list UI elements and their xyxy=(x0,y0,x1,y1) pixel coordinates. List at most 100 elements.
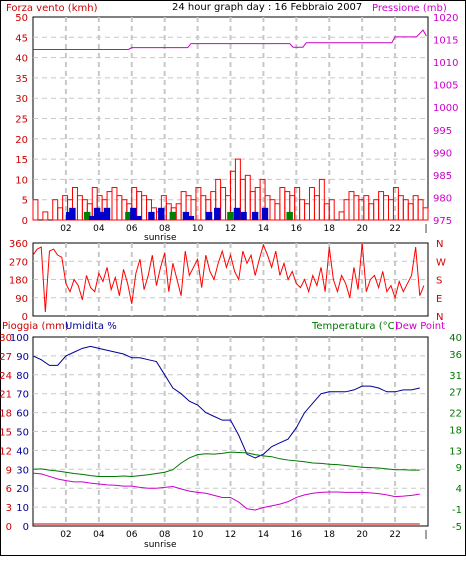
wind-gust-bar xyxy=(169,211,177,220)
dewpoint-axis-label: Dew Point xyxy=(395,321,445,332)
rain-ytick-label: 18 xyxy=(0,409,12,420)
wind-gust-bar xyxy=(233,207,241,220)
humidity-ytick-label: 0 xyxy=(23,522,29,533)
rain-ytick-label: 30 xyxy=(0,333,12,344)
page-title: 24 hour graph day : 16 Febbraio 2007 xyxy=(172,2,362,13)
dewpoint-line xyxy=(32,472,420,511)
wind-ytick-label: 20 xyxy=(15,135,28,146)
wind-gust-bar xyxy=(84,211,91,220)
humidity-ytick-label: 90 xyxy=(16,352,29,363)
wind-ytick-label: 40 xyxy=(15,54,28,65)
temperature-ytick-label: 36 xyxy=(449,350,462,361)
temperature-line xyxy=(32,451,420,477)
compass-label: N xyxy=(436,312,443,323)
temperature-ytick-label: 18 xyxy=(449,425,462,436)
pressure-ytick-label: 995 xyxy=(433,126,452,137)
wind-gust-bar xyxy=(205,211,213,220)
pressure-ytick-label: 1000 xyxy=(433,103,458,114)
wind-speed-bar xyxy=(42,211,49,221)
wind-gust-bar xyxy=(240,211,247,220)
wind-pressure-grid xyxy=(33,17,428,220)
wind-pressure-xtick-label: 02 xyxy=(60,224,71,234)
pressure-ytick-label: 1010 xyxy=(433,58,458,69)
wind-gust-bar xyxy=(227,211,234,220)
wind-gust-bar xyxy=(148,211,155,220)
direction-ytick-label: 270 xyxy=(9,257,28,268)
wind-gust-bar xyxy=(93,207,101,220)
pressure-ytick-label: 975 xyxy=(433,216,452,227)
climate-series xyxy=(32,345,420,525)
temperature-ytick-label: 27 xyxy=(449,388,462,399)
climate-xtick-label: 22 xyxy=(389,530,400,540)
temperature-ytick-label: -5 xyxy=(452,522,462,533)
rain-ytick-label: 27 xyxy=(0,352,12,363)
temperature-ytick-label: 31 xyxy=(449,371,462,382)
wind-axis-label: Forza vento (kmh) xyxy=(6,3,98,14)
wind-gust-bar xyxy=(214,207,221,220)
wind-pressure-xtick-label: 22 xyxy=(389,224,400,234)
pressure-ytick-label: 980 xyxy=(433,193,452,204)
rain-ytick-label: 3 xyxy=(6,503,12,514)
climate-xtick-label: 08 xyxy=(159,530,171,540)
humidity-axis-label: Umidita % xyxy=(65,321,117,332)
pressure-line xyxy=(33,29,427,50)
wind-gust-bar xyxy=(125,211,132,220)
wind-gust-bar xyxy=(251,211,259,220)
rain-ytick-label: 9 xyxy=(6,465,12,476)
humidity-ytick-label: 40 xyxy=(16,446,29,457)
humidity-ytick-label: 100 xyxy=(10,333,29,344)
humidity-line xyxy=(32,345,420,459)
wind-speed-bar xyxy=(32,199,39,221)
climate-axes: 0369121518212427300102030405060708090100… xyxy=(0,333,462,540)
pressure-ytick-label: 1020 xyxy=(433,13,458,24)
temperature-ytick-label: -1 xyxy=(452,505,462,516)
wind-ytick-label: 10 xyxy=(15,175,28,186)
temperature-axis-label: Temperatura (°C) xyxy=(311,321,399,332)
direction-ytick-label: 180 xyxy=(9,276,28,287)
wind-ytick-label: 30 xyxy=(15,94,28,105)
rain-ytick-label: 24 xyxy=(0,371,12,382)
direction-ytick-label: 360 xyxy=(9,239,28,250)
climate-xtick-label: 04 xyxy=(93,530,105,540)
wind-gust-bar xyxy=(103,207,111,220)
pressure-ytick-label: 985 xyxy=(433,171,452,182)
rain-axis-label: Pioggia (mm) xyxy=(2,321,69,332)
sunrise-label-bottom: sunrise xyxy=(144,540,177,550)
wind-ytick-label: 35 xyxy=(15,74,28,85)
wind-gust-bar xyxy=(98,211,106,220)
direction-ytick-label: 0 xyxy=(22,312,28,323)
temperature-ytick-label: 9 xyxy=(456,463,462,474)
climate-xtick-label: 20 xyxy=(356,530,368,540)
wind-gust-bar xyxy=(286,211,293,220)
wind-pressure-xtick-label: 06 xyxy=(126,224,138,234)
humidity-ytick-label: 20 xyxy=(16,484,29,495)
rain-ytick-label: 0 xyxy=(6,522,12,533)
wind-pressure-xtick-label: 08 xyxy=(159,224,171,234)
compass-label: W xyxy=(436,257,446,268)
wind-gust-bar xyxy=(187,215,195,220)
rain-ytick-label: 21 xyxy=(0,390,12,401)
wind-ytick-label: 45 xyxy=(15,33,28,44)
climate-xtick-label: 12 xyxy=(225,530,236,540)
climate-xtick-label: 10 xyxy=(192,530,204,540)
humidity-ytick-label: 80 xyxy=(16,371,29,382)
wind-ytick-label: 50 xyxy=(15,13,28,24)
wind-gust-bar xyxy=(261,207,269,220)
climate-xtick-label: 16 xyxy=(291,530,303,540)
climate-xtick-label: 18 xyxy=(324,530,336,540)
wind-ytick-label: 0 xyxy=(22,216,28,227)
wind-direction-grid xyxy=(33,243,428,316)
humidity-ytick-label: 50 xyxy=(16,428,29,439)
pressure-ytick-label: 1005 xyxy=(433,81,458,92)
climate-xtick-label: 06 xyxy=(126,530,138,540)
wind-ytick-label: 15 xyxy=(15,155,28,166)
wind-pressure-xtick-label: 04 xyxy=(93,224,105,234)
wind-gust-bar xyxy=(69,207,76,220)
temperature-ytick-label: 13 xyxy=(449,446,462,457)
humidity-ytick-label: 30 xyxy=(16,465,29,476)
wind-direction-line xyxy=(32,242,425,312)
